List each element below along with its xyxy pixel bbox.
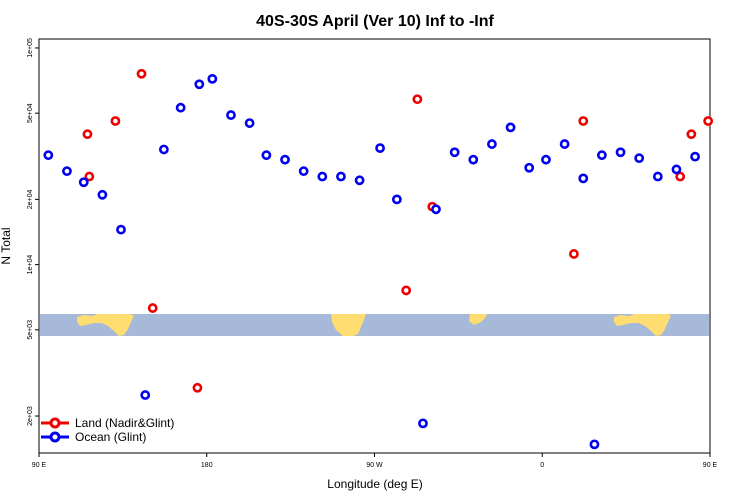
data-point	[354, 175, 365, 186]
land-south-america	[331, 314, 366, 336]
y-axis-label: N Total	[0, 227, 13, 264]
data-point	[97, 189, 108, 200]
legend-marker-ocean	[49, 431, 61, 443]
x-tick-label: 90 W	[366, 462, 383, 469]
land-australia-2	[614, 314, 671, 336]
data-point	[391, 194, 402, 205]
legend-marker-land	[49, 417, 61, 429]
y-tick-label: 5e+03	[27, 320, 34, 340]
data-points	[43, 68, 714, 450]
data-point	[589, 439, 600, 450]
data-point	[336, 171, 346, 182]
data-point	[675, 171, 686, 182]
data-point	[418, 418, 428, 429]
data-point	[686, 129, 697, 140]
data-point	[671, 164, 682, 175]
data-point	[375, 143, 385, 153]
data-point	[158, 144, 169, 155]
data-point	[559, 139, 570, 149]
y-axis: 2e+03 5e+03 1e+04 2e+04 5e+04 1e+05	[27, 38, 39, 426]
data-point	[703, 116, 714, 126]
data-point	[244, 118, 255, 128]
data-point	[43, 150, 54, 161]
data-point	[317, 171, 328, 182]
data-point	[652, 171, 663, 182]
data-point	[541, 154, 551, 165]
land-south-africa	[469, 314, 487, 325]
x-axis: 90 E 180 90 W 0 90 E	[32, 453, 718, 469]
data-point	[412, 94, 423, 105]
data-point	[110, 116, 121, 126]
data-point	[596, 150, 607, 161]
data-point	[84, 171, 95, 182]
data-point	[487, 139, 497, 149]
data-point	[569, 249, 579, 259]
ocean-band	[40, 314, 709, 336]
data-point	[147, 303, 158, 313]
data-point	[175, 102, 186, 113]
x-axis-label: Longitude (deg E)	[327, 477, 422, 491]
land-australia-1	[77, 314, 134, 336]
data-point	[505, 122, 516, 133]
data-point	[261, 150, 272, 161]
data-point	[468, 154, 479, 165]
data-point	[207, 73, 218, 84]
series-0	[82, 68, 714, 393]
data-point	[62, 166, 72, 177]
data-point	[194, 79, 205, 90]
data-point	[280, 154, 290, 165]
data-point	[192, 382, 203, 393]
data-point	[449, 147, 460, 158]
y-tick-label: 2e+03	[27, 406, 34, 426]
plot-frame	[38, 38, 711, 454]
map-inset	[40, 314, 709, 336]
data-point	[401, 285, 412, 296]
data-point	[78, 177, 89, 188]
legend: Land (Nadir&Glint) Ocean (Glint)	[41, 416, 174, 444]
x-tick-label: 180	[201, 462, 213, 469]
data-point	[226, 110, 236, 120]
data-point	[524, 162, 535, 173]
data-point	[615, 147, 626, 158]
x-tick-label: 0	[540, 462, 544, 469]
chart-title: 40S-30S April (Ver 10) Inf to -Inf	[256, 13, 494, 30]
data-point	[298, 166, 309, 177]
legend-label-ocean: Ocean (Glint)	[75, 430, 146, 444]
y-tick-label: 1e+04	[27, 255, 34, 275]
data-point	[690, 151, 700, 162]
data-point	[140, 390, 151, 400]
data-point	[578, 116, 589, 126]
series-1	[43, 73, 700, 450]
data-point	[431, 204, 441, 215]
x-tick-label: 90 E	[32, 462, 47, 469]
data-point	[578, 173, 589, 184]
y-tick-label: 1e+05	[27, 38, 34, 58]
data-point	[82, 129, 93, 140]
data-point	[136, 68, 147, 79]
data-point	[634, 153, 645, 164]
data-point	[116, 224, 126, 235]
y-tick-label: 2e+04	[27, 189, 34, 209]
x-tick-label: 90 E	[703, 462, 718, 469]
y-tick-label: 5e+04	[27, 103, 34, 123]
legend-label-land: Land (Nadir&Glint)	[75, 416, 174, 430]
